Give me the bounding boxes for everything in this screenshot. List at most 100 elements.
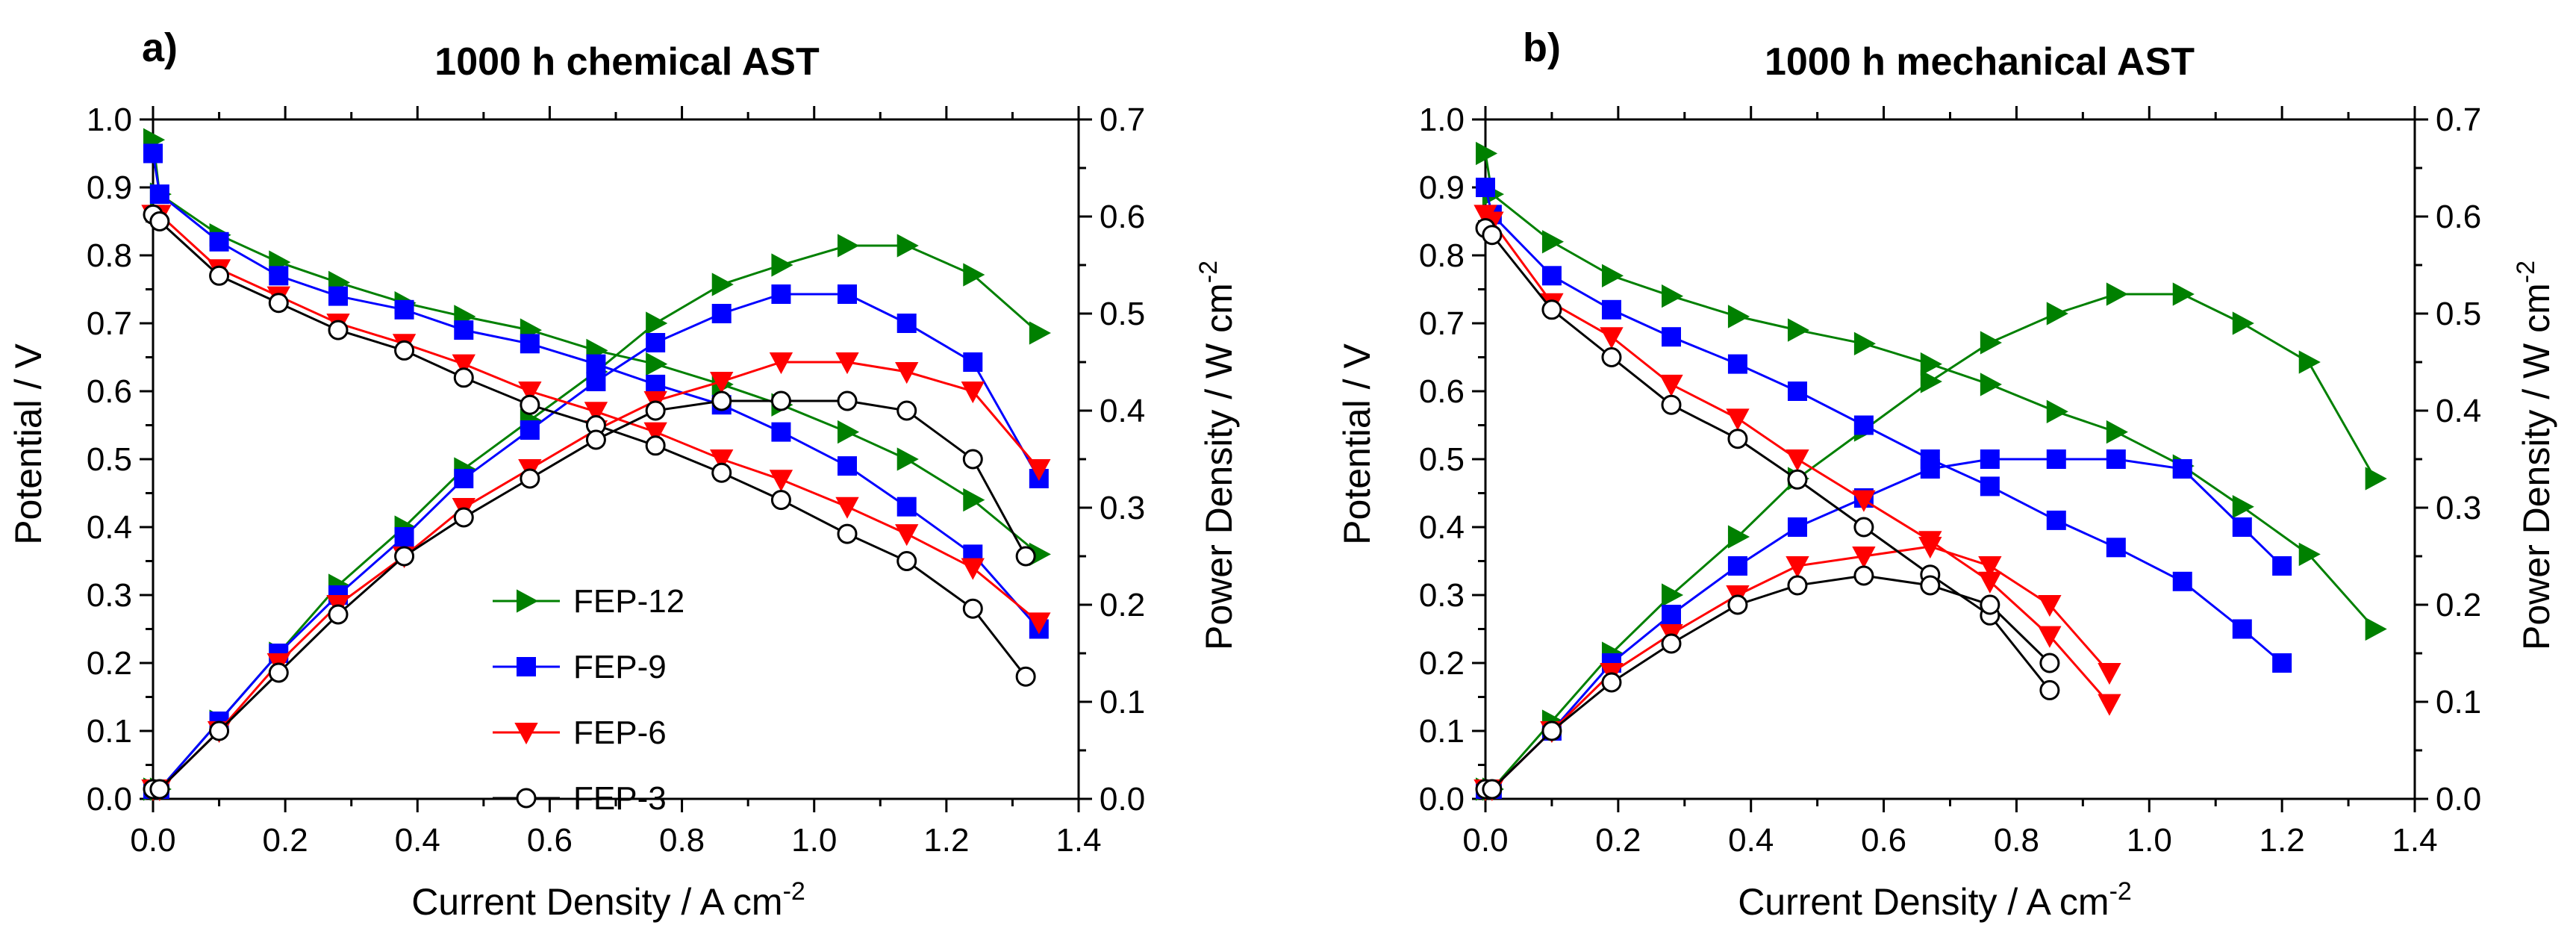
panel-b-fep-9-potential-point bbox=[2046, 510, 2066, 530]
panel-a-fep-3-power-point bbox=[645, 400, 666, 421]
panel-a-fep-3-power-point bbox=[1015, 546, 1036, 567]
panel-b-fep-3-potential-line bbox=[1484, 227, 2051, 691]
panel-a-label: a) bbox=[142, 25, 178, 70]
panel-a-fep-3-potential-point bbox=[268, 293, 289, 314]
panel-b-fep-6-power-point bbox=[1786, 556, 1809, 579]
panel-a-fep-6-potential-point bbox=[584, 402, 608, 424]
panel-b-fep-3-potential-point bbox=[1661, 394, 1682, 415]
panel-a-fep-6-power-point bbox=[961, 382, 985, 404]
panel-a-fep-3-potential-point bbox=[896, 551, 917, 571]
panel-a-fep-9-power-point bbox=[896, 314, 917, 333]
panel-a-fep-6-potential-line bbox=[153, 213, 1040, 623]
panel-b-fep-3-power-point bbox=[1853, 565, 1874, 586]
panel-b-fep-12-potential-point bbox=[2232, 495, 2254, 519]
panel-a-fep-9-power-point bbox=[586, 372, 606, 391]
panel-b-y2-tick-label: 0.3 bbox=[2436, 490, 2481, 526]
panel-a-fep-9-potential-point bbox=[454, 320, 474, 340]
panel-b-fep-12-power-point bbox=[2172, 282, 2195, 306]
panel-b-y2-axis-title: Power Density / W cm-2 bbox=[2512, 261, 2557, 650]
panel-a-fep-9-power-point bbox=[646, 333, 666, 352]
panel-b-y-tick-label: 0.6 bbox=[1419, 373, 1465, 410]
panel-b-fep-3-potential-point bbox=[1482, 225, 1503, 246]
panel-a-fep-3-potential-point bbox=[770, 490, 791, 511]
panel-b-x-axis-title: Current Density / A cm-2 bbox=[1738, 877, 2132, 923]
panel-a-fep-3-power-point bbox=[711, 390, 732, 411]
panel-a-fep-9-potential-point bbox=[394, 299, 414, 320]
panel-a-x-tick-label: 0.0 bbox=[130, 822, 175, 859]
panel-b-fep-9-potential-point bbox=[1980, 476, 2000, 496]
panel-b-y-tick-label: 0.4 bbox=[1419, 509, 1465, 546]
panel-a-fep-3-potential-point bbox=[962, 598, 983, 619]
panel-a-fep-3-power-point bbox=[149, 779, 170, 800]
panel-a-title: 1000 h chemical AST bbox=[434, 40, 820, 84]
panel-b-fep-12-power-point bbox=[2106, 282, 2128, 306]
panel-a-fep-3-potential-line bbox=[152, 214, 1027, 678]
panel-a-x-tick-label: 0.4 bbox=[395, 822, 440, 859]
panel-a-fep-3-power-line bbox=[153, 399, 1027, 791]
panel-b-fep-3-potential-point bbox=[1853, 517, 1874, 538]
panel-b-fep-3-power-point bbox=[1601, 672, 1622, 693]
panel-b-fep-3-power-line bbox=[1485, 574, 2050, 791]
panel-a-fep-3-potential-point bbox=[394, 340, 415, 361]
panel-b-x-tick-label: 0.8 bbox=[1994, 822, 2039, 859]
panel-b-y2-tick-label: 0.4 bbox=[2436, 393, 2481, 429]
panel-a-fep-12-power-point bbox=[838, 234, 860, 258]
panel-b-fep-6-potential-point bbox=[1659, 374, 1683, 397]
panel-a-fep-12-potential-point bbox=[963, 488, 985, 512]
panel-a-fep-3-power-point bbox=[896, 400, 917, 421]
panel-a-fep-9-power-point bbox=[394, 527, 414, 547]
panel-a-x-tick-label: 0.2 bbox=[263, 822, 308, 859]
panel-b-fep-9-potential-point bbox=[2232, 619, 2252, 639]
panel-a-fep-6-potential-point bbox=[643, 422, 667, 444]
panel-b-fep-3-potential-point bbox=[1601, 347, 1622, 367]
panel-b-fep-3-potential-point bbox=[1787, 469, 1808, 490]
panel-a-y2-tick-label: 0.2 bbox=[1100, 587, 1145, 623]
panel-a-y2-axis-title-text: Power Density / W cm bbox=[1198, 283, 1240, 650]
legend-fep-3-label: FEP-3 bbox=[573, 780, 667, 817]
panel-a-y2-tick-label: 0.4 bbox=[1100, 393, 1145, 429]
legend-fep-12-marker bbox=[517, 589, 539, 613]
panel-b-fep-6-power-point bbox=[1918, 537, 1942, 559]
panel-b-fep-9-power-point bbox=[1727, 556, 1747, 576]
panel-a-fep-3-power-point bbox=[394, 546, 415, 567]
panel-b-y2-axis-title-sup: -2 bbox=[2512, 261, 2540, 283]
panel-a-fep-3-power-point bbox=[962, 449, 983, 470]
panel-b-x-tick-label: 0.0 bbox=[1462, 822, 1508, 859]
panel-b-fep-12-power-line bbox=[1485, 293, 2376, 791]
panel-b-fep-12-potential-point bbox=[1980, 373, 2002, 396]
panel-a-fep-3-power-point bbox=[770, 390, 791, 411]
panel-b-fep-9-potential-point bbox=[1662, 327, 1681, 347]
panel-b-fep-6-potential-point bbox=[2098, 694, 2121, 716]
panel-b-fep-6-potential-line bbox=[1484, 214, 2111, 705]
panel-b-fep-3-potential-point bbox=[1727, 429, 1748, 449]
panel-b-fep-12-power-point bbox=[1662, 583, 1684, 607]
panel-a-y2-tick-label: 0.7 bbox=[1100, 102, 1145, 138]
panel-b-fep-3-power-point bbox=[1661, 633, 1682, 654]
panel-b-fep-12-potential-point bbox=[1787, 318, 1810, 342]
panel-a-fep-9-power-line bbox=[153, 293, 1041, 791]
panel-b-y-tick-label: 0.5 bbox=[1419, 441, 1465, 478]
panel-a-fep-3-potential-point bbox=[1015, 666, 1036, 687]
panel-b-fep-12-potential-point bbox=[1920, 352, 1942, 376]
panel-a-fep-6-potential-point bbox=[710, 449, 734, 472]
panel-a-y-axis-title: Potential / V bbox=[7, 343, 49, 545]
panel-b-y-tick-label: 0.8 bbox=[1419, 237, 1465, 274]
panel-b-fep-12-potential-point bbox=[1476, 141, 1498, 166]
panel-b-fep-9-potential-point bbox=[1853, 415, 1874, 435]
panel-a-x-axis-title: Current Density / A cm-2 bbox=[411, 877, 805, 923]
panel-a-y2-axis-title-sup: -2 bbox=[1194, 261, 1223, 283]
panel-b-fep-12-power-point bbox=[1980, 331, 2002, 355]
panel-a-fep-3-power-point bbox=[328, 604, 349, 625]
panel-b-x-tick-label: 1.2 bbox=[2260, 822, 2305, 859]
panel-a-fep-9-potential-line bbox=[152, 153, 1040, 630]
panel-a-x-axis-title-sup: -2 bbox=[783, 877, 805, 906]
panel-a-x-tick-label: 1.4 bbox=[1055, 822, 1101, 859]
panel-b-x-axis-title-sup: -2 bbox=[2109, 877, 2132, 906]
panel-b-fep-12-potential-point bbox=[1601, 264, 1624, 287]
panel-b-y2-axis-title-text: Power Density / W cm bbox=[2516, 283, 2557, 650]
panel-a-y-tick-label: 0.8 bbox=[87, 237, 132, 274]
panel-b-y2-tick-label: 0.5 bbox=[2436, 296, 2481, 332]
panel-a-y2-tick-label: 0.6 bbox=[1100, 199, 1145, 235]
panel-a-fep-12-potential-point bbox=[646, 352, 668, 376]
